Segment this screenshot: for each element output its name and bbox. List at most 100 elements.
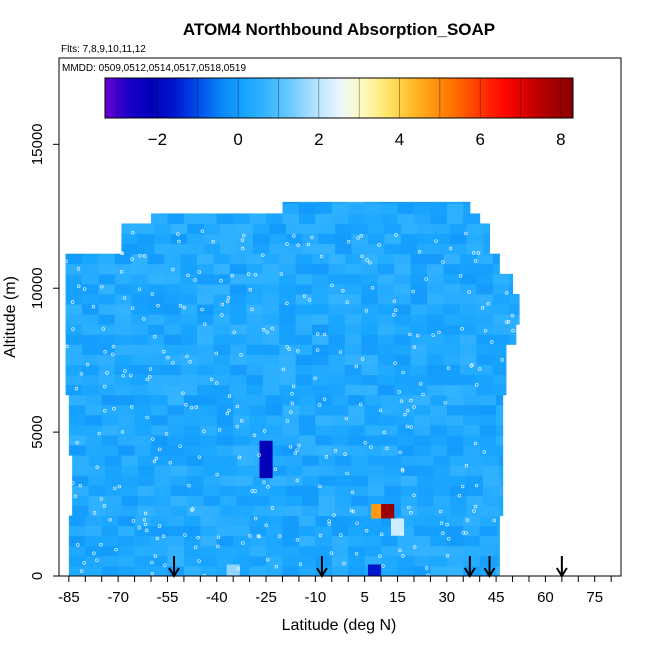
field-cell [312,354,329,365]
field-cell [364,213,382,224]
measurement-dot [473,441,478,446]
measurement-dot [97,431,101,436]
field-cell [433,243,451,255]
field-cell [367,223,385,235]
field-cell [131,283,149,295]
measurement-dot [343,452,347,456]
measurement-dot [156,303,160,308]
field-cell [134,414,152,426]
measurement-dot [446,366,451,370]
field-cell [266,414,283,426]
x-tick-label: 75 [586,589,603,606]
field-cell [344,263,362,275]
field-cell [118,535,136,547]
field-cell [328,273,346,285]
field-cell [344,384,362,396]
field-cell [101,445,119,456]
field-cell [364,404,382,416]
field-cell [65,263,83,275]
field-cell [262,283,280,295]
field-cell [351,455,369,466]
field-cell [492,344,507,355]
measurement-dots [64,229,515,576]
field-cell [397,545,415,557]
field-cell [328,283,346,295]
measurement-dot [360,357,365,361]
field-cell [331,545,349,557]
field-cell [180,334,198,345]
field-cell [443,273,461,285]
measurement-dot [446,537,451,541]
field-cell [249,555,267,567]
field-cell [187,485,205,496]
field-cell [147,283,165,295]
field-cell [216,213,234,224]
field-cell [246,334,264,345]
field-cell [417,465,435,476]
field-cell [315,445,333,456]
field-cell [482,233,491,245]
field-cell [98,304,116,315]
field-cell [479,445,497,456]
field-cell [282,414,300,426]
measurement-dot [310,235,314,240]
field-cell [344,253,362,265]
field-cell [459,334,477,345]
field-cell [68,525,86,537]
measurement-dot [79,371,84,376]
field-cell [348,424,366,436]
field-cell [147,334,165,345]
field-cell [164,374,182,386]
field-cell [344,283,362,295]
measurement-dot [74,386,79,391]
field-cell [118,394,136,406]
field-cell [450,223,468,235]
measurement-dot [153,334,157,339]
field-cell [344,334,362,345]
field-cell [400,465,418,476]
field-cell [348,555,366,567]
field-cell [285,465,303,476]
field-cell [187,223,205,235]
measurement-dot [150,560,154,565]
field-cell [364,203,382,214]
field-cell [252,223,270,235]
field-cell [331,555,349,567]
field-cell [446,201,464,204]
field-cell [170,243,188,255]
field-cell [331,213,349,224]
field-cell [262,374,280,386]
field-cell [85,565,103,576]
field-cell [443,314,461,325]
field-cell [476,384,494,396]
measurement-dot [381,564,385,568]
field-cell [397,404,415,416]
field-cell [463,201,471,204]
field-cell [285,223,303,235]
measurement-dot [443,401,447,405]
field-cell [482,495,500,506]
measurement-dot [143,511,148,516]
field-cell [413,213,431,224]
measurement-dot [111,352,115,357]
field-cell [492,253,500,265]
field-cell [509,283,514,295]
field-cell [187,233,205,245]
field-cell [101,525,119,537]
field-cell [394,253,412,265]
measurement-dot [277,534,282,538]
field-cell [180,324,198,335]
anomaly-cell [226,564,240,576]
field-cell [315,203,333,214]
field-cell [318,495,336,506]
field-cell [496,394,504,406]
field-cell [410,293,428,305]
field-cell [183,555,201,567]
field-cell [348,545,366,557]
field-cell [315,434,333,446]
field-cell [433,455,451,466]
field-cell [154,465,172,476]
field-cell [348,414,366,426]
measurement-dot [177,239,181,244]
field-cell [114,283,132,295]
